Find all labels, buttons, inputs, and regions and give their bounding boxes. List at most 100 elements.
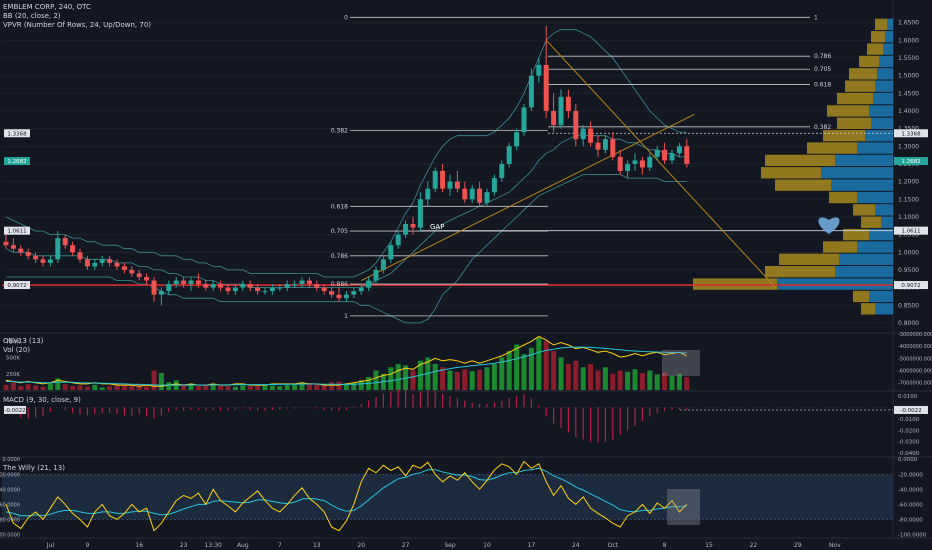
vpvr-up-bar bbox=[875, 303, 893, 315]
obv-legend[interactable]: OBV13 (13) bbox=[3, 337, 44, 345]
time-axis-label: 24 bbox=[572, 542, 580, 549]
willy-left-tick: -20.0000 bbox=[0, 472, 20, 478]
price-tick-label: 1.6000 bbox=[898, 37, 919, 44]
vpvr-up-bar bbox=[871, 117, 893, 129]
volume-bar bbox=[240, 385, 246, 390]
candle-body bbox=[3, 241, 9, 246]
price-tick-label: 1.5000 bbox=[898, 73, 919, 80]
left-price-badge bbox=[4, 157, 30, 166]
vpvr-up-bar bbox=[857, 191, 893, 204]
candle-body bbox=[292, 284, 298, 286]
right-price-badge bbox=[894, 157, 928, 166]
vpvr-up-bar bbox=[877, 68, 893, 80]
trendline bbox=[545, 39, 776, 288]
vpvr-down-bar bbox=[837, 92, 873, 105]
macd-right-badge-text: -0.0022 bbox=[900, 408, 921, 414]
candle-body bbox=[188, 280, 194, 285]
right-price-badge bbox=[894, 281, 928, 290]
willy-legend[interactable]: The Willy (21, 13) bbox=[3, 464, 65, 473]
candle-body bbox=[121, 266, 127, 270]
volume-bar bbox=[181, 384, 187, 390]
candle-body bbox=[358, 287, 364, 292]
candle-body bbox=[676, 146, 682, 154]
time-axis-label: 10 bbox=[483, 542, 491, 549]
willy-right-tick: -60.0000 bbox=[898, 502, 923, 508]
candle-body bbox=[225, 287, 231, 292]
volume-bar bbox=[484, 367, 490, 390]
vpvr-up-bar bbox=[777, 278, 893, 290]
gap-label: GAP bbox=[430, 223, 444, 231]
candle-body bbox=[395, 234, 401, 246]
bb-legend[interactable]: BB (20, close, 2) bbox=[3, 12, 61, 20]
time-axis-label: 27 bbox=[402, 542, 410, 549]
price-tick-label: 1.6500 bbox=[898, 20, 919, 27]
volume-bar bbox=[84, 386, 90, 390]
volume-bar bbox=[92, 384, 98, 390]
volume-bar bbox=[218, 384, 224, 390]
candle-body bbox=[425, 188, 431, 200]
left-price-badge bbox=[4, 281, 30, 290]
volume-bar bbox=[188, 384, 194, 390]
time-axis-label: 29 bbox=[794, 542, 802, 549]
fib-lower-label: 0.618 bbox=[331, 203, 348, 210]
volume-bar bbox=[107, 386, 113, 390]
volume-bar bbox=[129, 384, 135, 390]
volume-bar bbox=[617, 370, 623, 390]
volume-bar bbox=[676, 373, 682, 390]
volume-bar bbox=[306, 382, 312, 390]
vpvr-down-bar bbox=[765, 266, 835, 278]
candle-body bbox=[565, 96, 571, 111]
volume-bar bbox=[262, 384, 268, 390]
volume-bar bbox=[602, 367, 608, 390]
volume-bar bbox=[506, 351, 512, 390]
vpvr-up-bar bbox=[865, 129, 893, 142]
volume-bar bbox=[432, 364, 438, 390]
candle-body bbox=[144, 277, 150, 281]
candle-body bbox=[55, 238, 61, 260]
volume-bar bbox=[18, 386, 24, 390]
volume-bar bbox=[62, 384, 68, 390]
volume-bar bbox=[491, 364, 497, 390]
volume-bar bbox=[580, 367, 586, 390]
volume-bar bbox=[277, 386, 283, 390]
volume-bar bbox=[292, 384, 298, 390]
candle-body bbox=[343, 294, 349, 299]
candle-body bbox=[10, 245, 16, 249]
volume-bar bbox=[588, 364, 594, 390]
volume-bar bbox=[225, 386, 231, 390]
vpvr-down-bar bbox=[853, 204, 875, 216]
vpvr-up-bar bbox=[885, 31, 893, 43]
time-axis-label: 20 bbox=[357, 542, 365, 549]
volume-bar bbox=[269, 385, 275, 390]
volume-bar bbox=[3, 384, 9, 390]
volume-bar bbox=[358, 380, 364, 390]
vol-legend[interactable]: Vol (20) bbox=[3, 346, 31, 354]
candle-body bbox=[158, 291, 164, 295]
fib-lower-label: 0.786 bbox=[331, 253, 348, 260]
vpvr-down-bar bbox=[761, 167, 821, 179]
candle-body bbox=[417, 199, 423, 228]
candle-body bbox=[551, 110, 557, 126]
symbol-title[interactable]: EMBLEM CORP, 240, OTC bbox=[3, 3, 91, 11]
left-price-badge-text: 1.3368 bbox=[7, 131, 27, 137]
obv-right-tick: -4000000.0000 bbox=[898, 344, 932, 350]
candle-body bbox=[595, 142, 601, 150]
volume-bar bbox=[373, 370, 379, 390]
macd-tick: -0.0300 bbox=[898, 440, 920, 446]
left-price-badge-text: 0.9072 bbox=[7, 283, 26, 289]
price-tick-label: 1.3500 bbox=[898, 126, 919, 133]
time-axis-label: 17 bbox=[528, 542, 536, 549]
macd-legend[interactable]: MACD (9, 30, close, 9) bbox=[3, 396, 81, 405]
vpvr-legend[interactable]: VPVR (Number Of Rows, 24, Up/Down, 70) bbox=[3, 21, 152, 29]
volume-bar bbox=[565, 364, 571, 390]
candle-body bbox=[151, 280, 157, 295]
willy-left-tick: -100.0000 bbox=[0, 532, 20, 538]
volume-bar bbox=[573, 360, 579, 390]
macd-tick: -0.0400 bbox=[898, 451, 920, 457]
volume-bar bbox=[632, 369, 638, 390]
obv-ma-line bbox=[6, 346, 687, 386]
volume-bar bbox=[144, 386, 150, 390]
vpvr-up-bar bbox=[839, 253, 893, 266]
fib-upper-label: 0.705 bbox=[814, 66, 831, 73]
